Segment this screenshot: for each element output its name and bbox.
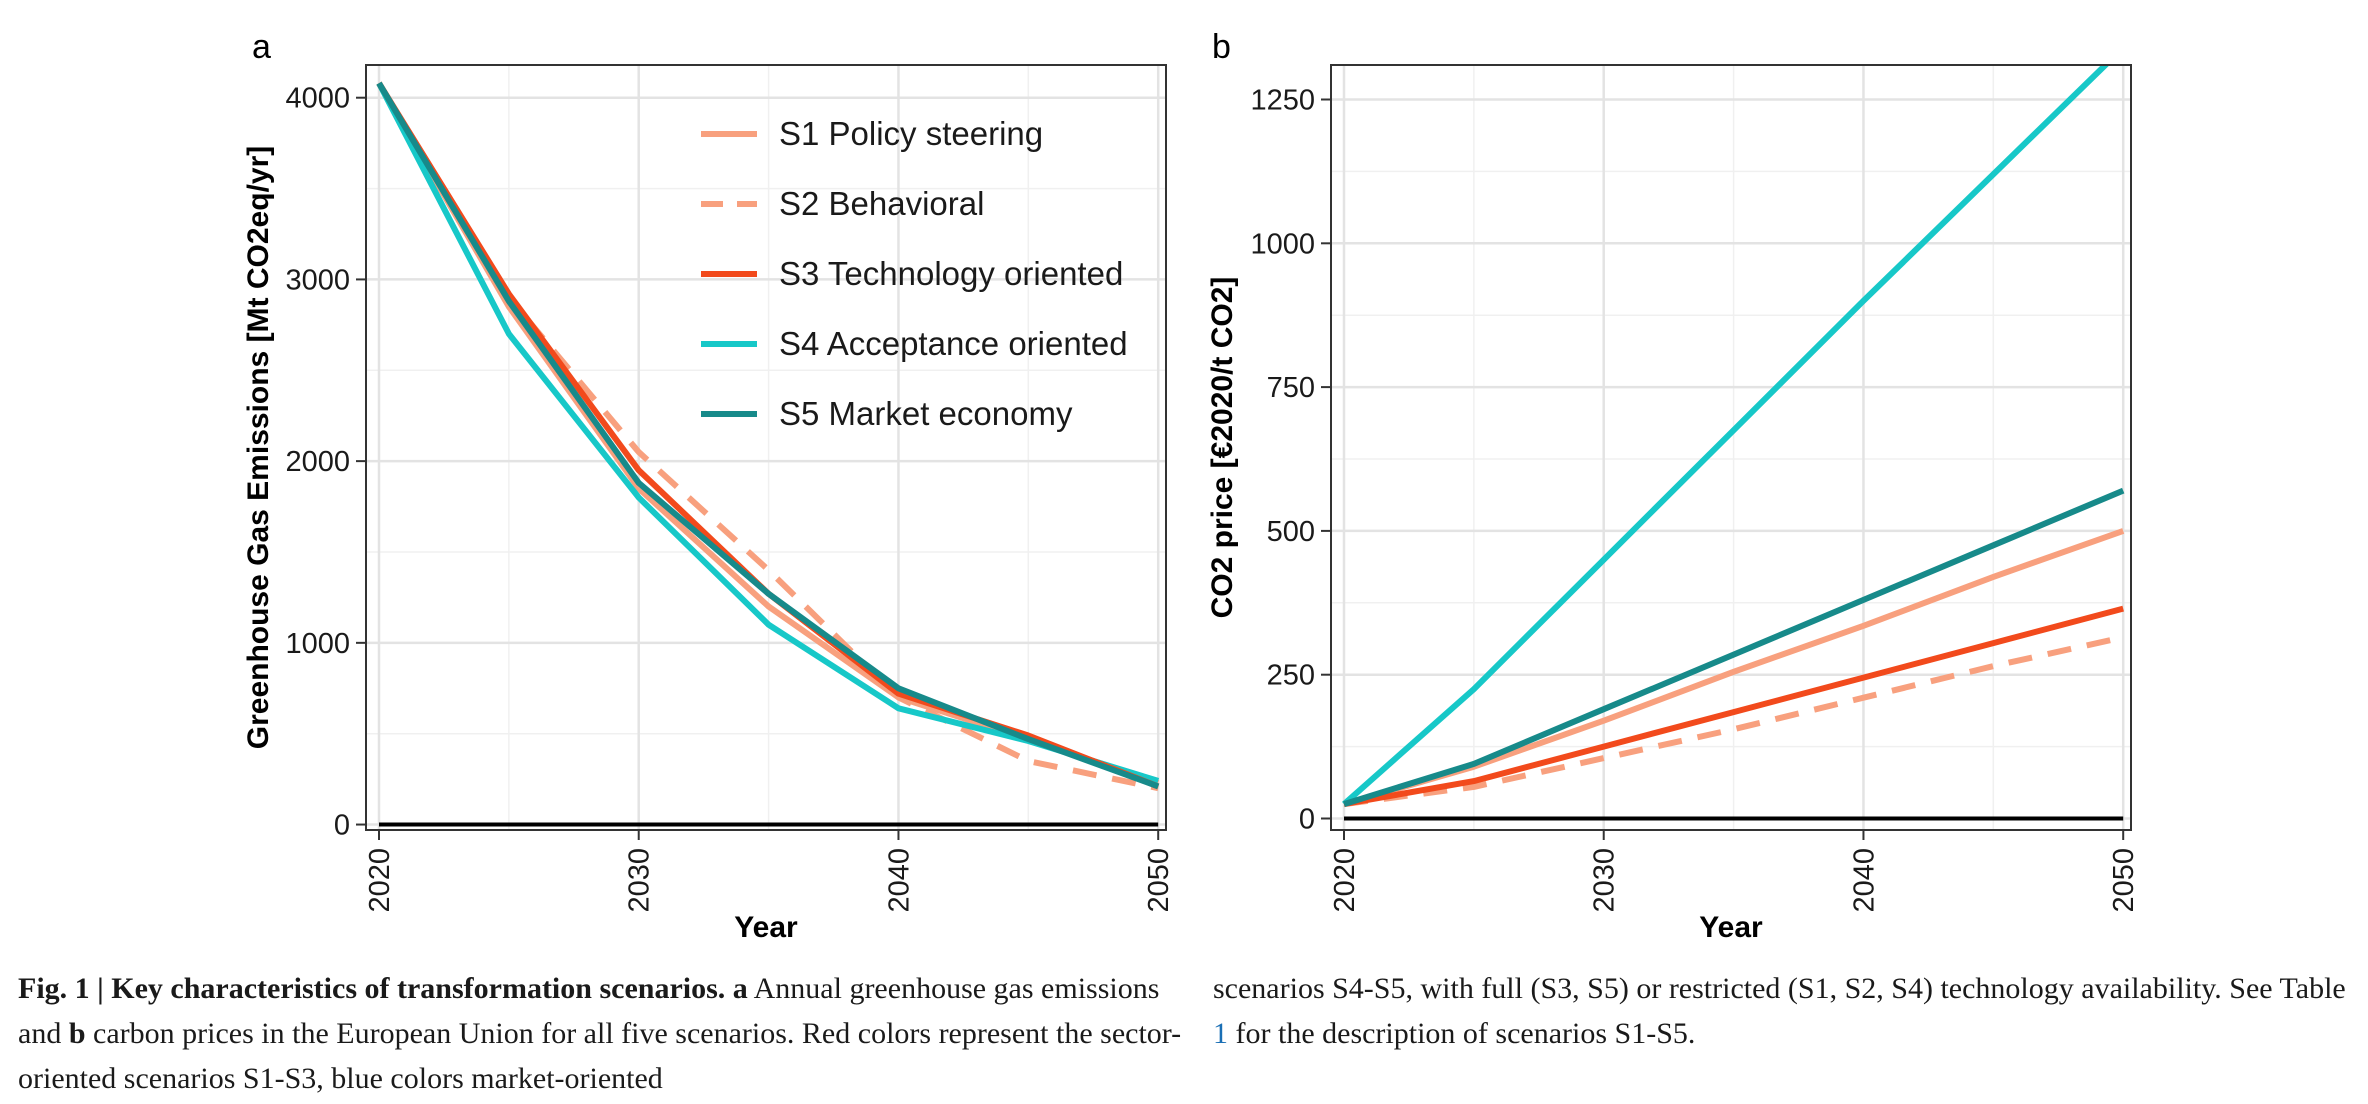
legend-label-s1-policy-steering: S1 Policy steering bbox=[779, 115, 1043, 152]
caption-right-text-2: for the description of scenarios S1-S5. bbox=[1228, 1017, 1696, 1050]
y-tick-label: 0 bbox=[1299, 803, 1315, 835]
legend-label-s5-market-economy: S5 Market economy bbox=[779, 395, 1073, 432]
series-line-s3-technology-oriented bbox=[1343, 605, 2124, 808]
y-axis-title: CO2 price [€2020/t CO2] bbox=[1206, 277, 1239, 619]
series-line-s5-market-economy bbox=[1343, 487, 2125, 807]
plot-border bbox=[1330, 64, 2132, 831]
caption-text-1: Annual greenhouse gas emissions and bbox=[18, 972, 1160, 1050]
series-group bbox=[1342, 65, 2125, 821]
figure-caption-left: Fig. 1 | Key characteristics of transfor… bbox=[18, 966, 1183, 1101]
x-tick-label: 2020 bbox=[1329, 848, 1361, 913]
legend-label-s3-technology-oriented: S3 Technology oriented bbox=[779, 255, 1123, 292]
x-tick-label: 2040 bbox=[1848, 848, 1880, 913]
y-tick-label: 0 bbox=[334, 810, 350, 842]
x-tick-label: 2050 bbox=[2108, 848, 2140, 913]
caption-a-label: a bbox=[732, 972, 748, 1005]
y-tick-label: 1250 bbox=[1250, 85, 1315, 117]
x-tick-label: 2030 bbox=[624, 848, 656, 913]
x-axis-title: Year bbox=[1699, 911, 1763, 940]
chart-emissions: 0 1000 2000 3000 4000 2020 2030 2040 2050 Year Gre… bbox=[242, 28, 1175, 940]
y-tick-label: 2000 bbox=[285, 446, 350, 478]
plot-area bbox=[1331, 65, 2131, 830]
y-axis-title: Greenhouse Gas Emissions [Mt CO2eq/yr] bbox=[242, 146, 275, 750]
plot-border bbox=[365, 64, 1167, 831]
plot-area bbox=[366, 65, 1166, 830]
figure-caption-right: scenarios S4-S5, with full (S3, S5) or r… bbox=[1213, 966, 2353, 1056]
y-tick-label: 4000 bbox=[285, 83, 350, 115]
y-tick-label: 1000 bbox=[285, 628, 350, 660]
chart-co2-price: 0 250 500 750 1000 1250 2020 2030 2040 2050 Year CO… bbox=[1206, 28, 2140, 940]
x-axis-title: Year bbox=[734, 911, 798, 940]
panel-label: a bbox=[252, 28, 271, 66]
x-tick-label: 2040 bbox=[883, 848, 915, 913]
y-tick-label: 1000 bbox=[1250, 228, 1315, 260]
caption-fig-label: Fig. 1 | Key characteristics of transfor… bbox=[18, 972, 726, 1005]
series-line-s4-acceptance-oriented bbox=[1342, 65, 2110, 807]
series-line-s5-market-economy bbox=[376, 81, 1160, 790]
caption-text-2: carbon prices in the European Union for … bbox=[18, 1017, 1182, 1095]
y-tick-label: 3000 bbox=[285, 264, 350, 296]
table-reference-link[interactable]: 1 bbox=[1213, 1017, 1228, 1050]
caption-right-text-1: scenarios S4-S5, with full (S3, S5) or r… bbox=[1213, 972, 2346, 1005]
y-tick-label: 750 bbox=[1267, 372, 1315, 404]
x-tick-label: 2050 bbox=[1143, 848, 1175, 913]
x-tick-label: 2020 bbox=[364, 848, 396, 913]
y-tick-label: 500 bbox=[1267, 516, 1315, 548]
figure: 0 1000 2000 3000 4000 2020 2030 2040 2050 Year Gre… bbox=[242, 28, 2140, 940]
caption-b-label: b bbox=[68, 1017, 86, 1050]
y-tick-label: 250 bbox=[1267, 660, 1315, 692]
legend-label-s2-behavioral: S2 Behavioral bbox=[779, 185, 984, 222]
legend: S1 Policy steering S2 Behavioral S3 Techno… bbox=[701, 115, 1128, 432]
legend-label-s4-acceptance-oriented: S4 Acceptance oriented bbox=[779, 325, 1128, 362]
series-line-s2-behavioral bbox=[1343, 634, 2124, 808]
panel-label: b bbox=[1212, 28, 1231, 66]
x-tick-label: 2030 bbox=[1589, 848, 1621, 913]
series-group bbox=[376, 81, 1160, 827]
